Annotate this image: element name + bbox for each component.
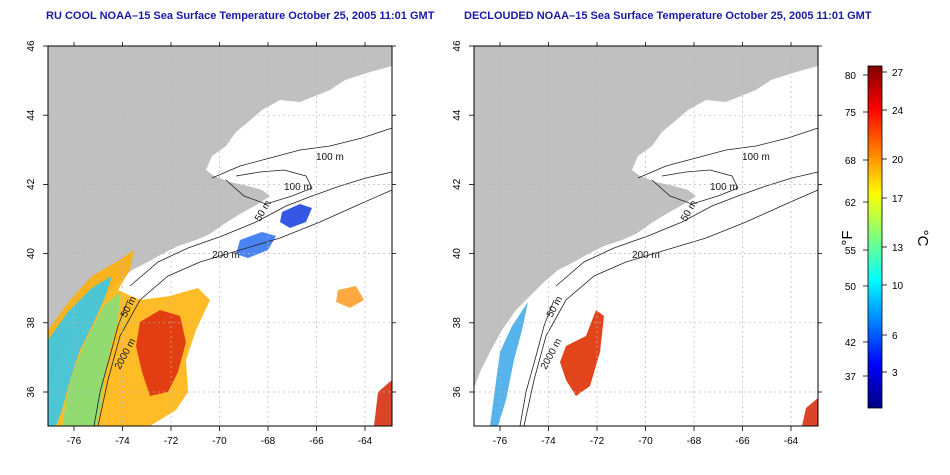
right-contour-100m [637,127,819,179]
celsius-tick-label: 3 [892,368,898,379]
left-map-panel: 100 m 100 m 50 m 200 m 50 m 2000 m -76 -7… [26,40,396,447]
fahrenheit-tick-label: 75 [845,108,857,119]
fahrenheit-tick-label: 80 [845,71,857,82]
right-map-title: DECLOUDED NOAA–15 Sea Surface Temperatur… [464,10,872,22]
left-sst-blue-patch [280,204,312,228]
right-sst-hot-patch [560,310,604,396]
right-y-tick-label: 44 [452,109,463,121]
right-sst-red-corner [802,398,818,426]
left-axis-ticks: -76 -74 -72 -70 -68 -66 -64 46 44 42 40 38 36 [26,40,396,447]
left-plot-frame [47,45,393,427]
left-x-tick-label: -68 [261,436,276,447]
left-y-tick-label: 38 [26,317,37,329]
left-contour-label-100m-b: 100 m [284,182,312,193]
right-contour-shelf [519,299,555,427]
left-y-tick-label: 36 [26,386,37,398]
left-sst-green-band [62,292,120,426]
right-contour-2000m [523,189,819,427]
celsius-tick-label: 6 [892,331,898,342]
left-y-tick-label: 46 [26,40,37,52]
right-y-tick-label: 40 [452,248,463,260]
right-contour-200m [555,171,819,287]
colorbar-gradient [867,65,883,409]
left-x-tick-label: -72 [164,436,179,447]
left-sst-cool-band [48,276,112,426]
right-y-tick-label: 36 [452,386,463,398]
celsius-tick-label: 10 [892,281,904,292]
left-x-tick-label: -66 [309,436,324,447]
right-y-tick-label: 46 [452,40,463,52]
left-x-tick-label: -64 [358,436,373,447]
fahrenheit-tick-label: 42 [845,338,857,349]
left-land-mass [48,46,392,388]
right-contour-label-100m-b: 100 m [710,182,738,193]
left-x-tick-label: -70 [212,436,227,447]
right-land-mass [474,46,818,388]
left-x-tick-label: -76 [67,436,82,447]
left-contour-100m [211,127,393,179]
fahrenheit-tick-label: 37 [845,372,857,383]
fahrenheit-tick-label: 68 [845,156,857,167]
right-y-tick-label: 42 [452,178,463,190]
right-grid [474,46,818,426]
celsius-axis-label: °C [914,230,931,247]
left-y-tick-label: 40 [26,248,37,260]
right-y-tick-label: 38 [452,317,463,329]
left-sst-hot-core [136,310,186,396]
colorbar-ticks: 80 75 68 62 55 50 42 37 27 24 20 17 13 10 6 3 [845,68,904,383]
celsius-tick-label: 24 [892,106,904,117]
celsius-tick-label: 13 [892,243,904,254]
right-map-panel: 100 m 100 m 50 m 200 m 50 m 2000 m -76 -7… [452,40,822,447]
left-y-tick-label: 42 [26,178,37,190]
left-y-tick-label: 44 [26,109,37,121]
right-x-tick-label: -72 [590,436,605,447]
left-contour-200m [129,171,393,287]
right-x-tick-label: -74 [541,436,556,447]
right-x-tick-label: -68 [687,436,702,447]
left-contour-label-100m-a: 100 m [316,152,344,163]
right-x-tick-label: -64 [784,436,799,447]
fahrenheit-axis-label: °F [839,230,856,245]
right-x-tick-label: -66 [735,436,750,447]
fahrenheit-tick-label: 62 [845,198,857,209]
celsius-tick-label: 17 [892,194,904,205]
right-contour-label-200m: 200 m [632,250,660,261]
right-sst-coastal-strip [490,302,528,426]
left-sst-orange-patch [336,286,364,308]
celsius-tick-label: 27 [892,68,904,79]
right-axis-ticks: -76 -74 -72 -70 -68 -66 -64 46 44 42 40 38 36 [452,40,822,447]
left-contour-2000m [97,189,393,427]
left-grid [48,46,392,426]
left-map-title: RU COOL NOAA–15 Sea Surface Temperature … [46,10,435,22]
left-contour-shelf [93,299,129,427]
colorbar: 80 75 68 62 55 50 42 37 27 24 20 17 13 10 6 3 °F °C [839,65,931,409]
right-plot-frame [473,45,819,427]
left-contour-label-200m: 200 m [212,250,240,261]
fahrenheit-tick-label: 50 [845,282,857,293]
fahrenheit-tick-label: 55 [845,246,857,257]
celsius-tick-label: 20 [892,155,904,166]
right-x-tick-label: -76 [493,436,508,447]
right-contour-label-100m-a: 100 m [742,152,770,163]
right-x-tick-label: -70 [638,436,653,447]
left-sst-red-corner [374,380,392,426]
left-x-tick-label: -74 [115,436,130,447]
